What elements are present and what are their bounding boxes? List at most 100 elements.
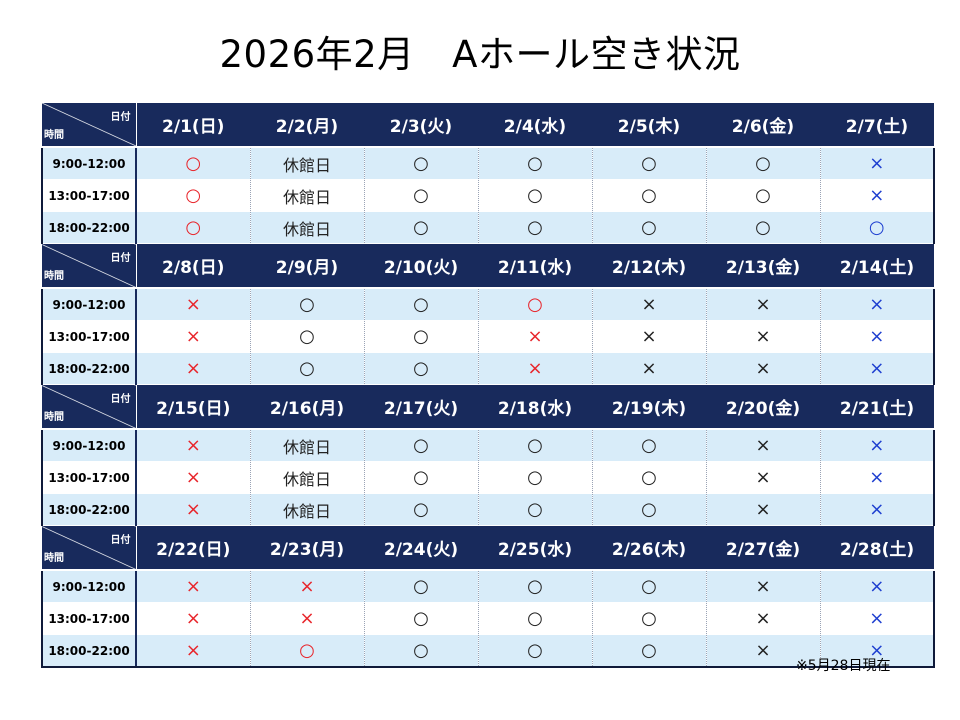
unavailable-cell: × xyxy=(592,288,707,321)
time-slot-label: 13:00-17:00 xyxy=(41,602,137,635)
unavailable-cell: × xyxy=(820,429,935,462)
available-cell: ○ xyxy=(592,570,707,603)
available-cell: ○ xyxy=(592,461,707,494)
unavailable-cell: × xyxy=(820,320,935,353)
available-cell: ○ xyxy=(592,429,707,462)
available-cell: ○ xyxy=(592,493,707,526)
time-slot-row: 18:00-22:00 × ○ ○ × × × × xyxy=(41,352,935,385)
unavailable-cell: × xyxy=(820,288,935,321)
date-header: 2/5(木) xyxy=(592,103,706,148)
time-slot-row: 13:00-17:00 × ○ ○ × × × × xyxy=(41,320,935,353)
available-cell: ○ xyxy=(706,211,821,244)
available-cell: ○ xyxy=(364,211,479,244)
time-slot-label: 9:00-12:00 xyxy=(41,570,137,603)
time-slot-label: 18:00-22:00 xyxy=(41,634,137,668)
unavailable-cell: × xyxy=(592,320,707,353)
time-slot-row: 9:00-12:00 × × ○ ○ ○ × × xyxy=(41,570,935,603)
time-slot-row: 18:00-22:00 × ○ ○ ○ ○ × × xyxy=(41,634,935,668)
date-header: 2/8(日) xyxy=(136,243,250,289)
unavailable-cell: × xyxy=(820,634,935,668)
corner-header: 日付 時間 xyxy=(42,384,137,430)
unavailable-cell: × xyxy=(592,352,707,385)
corner-header: 日付時間 xyxy=(42,243,137,289)
unavailable-cell: × xyxy=(820,179,935,212)
available-cell: ○ xyxy=(364,147,479,180)
closed-day-cell: 休館日 xyxy=(250,461,365,494)
date-header: 2/9(月) xyxy=(250,243,364,289)
unavailable-cell: × xyxy=(136,570,251,603)
date-header: 2/22(日) xyxy=(136,525,250,571)
time-axis-label: 時間 xyxy=(44,271,64,282)
unavailable-cell: × xyxy=(136,288,251,321)
date-header: 2/28(土) xyxy=(820,525,934,571)
time-slot-row: 9:00-12:00 × 休館日 ○ ○ ○ × × xyxy=(41,429,935,462)
available-cell: ○ xyxy=(364,602,479,635)
week-header-row: 日付 時間 2/8(日) 2/9(月) 2/10(火) 2/11(水) 2/12(木) 2/1… xyxy=(42,243,934,289)
closed-day-cell: 休館日 xyxy=(250,147,365,180)
time-slot-label: 9:00-12:00 xyxy=(41,147,137,180)
closed-day-cell: 休館日 xyxy=(250,429,365,462)
available-cell: ○ xyxy=(364,320,479,353)
corner-header: 日付時間 xyxy=(42,525,137,571)
unavailable-cell: × xyxy=(820,461,935,494)
time-slot-label: 18:00-22:00 xyxy=(41,352,137,385)
unavailable-cell: × xyxy=(820,602,935,635)
available-cell: ○ xyxy=(364,179,479,212)
available-cell: ○ xyxy=(136,211,251,244)
available-cell: ○ xyxy=(706,147,821,180)
date-axis-label: 日付 xyxy=(110,253,131,264)
time-slot-row: 9:00-12:00 ○ 休館日 ○ ○ ○ ○ × xyxy=(41,147,935,180)
unavailable-cell: × xyxy=(136,429,251,462)
available-cell: ○ xyxy=(250,634,365,668)
time-slot-label: 13:00-17:00 xyxy=(41,320,137,353)
available-cell: ○ xyxy=(478,493,593,526)
date-header: 2/4(水) xyxy=(478,103,592,148)
week-header-row: 日付 時間 2/1(日) 2/2(月) 2/3(火) 2/4(水) 2/5(木) 2/6(金)… xyxy=(42,103,934,148)
unavailable-cell: × xyxy=(706,288,821,321)
unavailable-cell: × xyxy=(706,570,821,603)
time-axis-label: 時間 xyxy=(44,553,64,564)
availability-table: 日付 時間 2/1(日) 2/2(月) 2/3(火) 2/4(水) 2/5(木) 2/6(金)… xyxy=(41,103,935,668)
unavailable-cell: × xyxy=(706,429,821,462)
available-cell: ○ xyxy=(592,147,707,180)
date-axis-label: 日付 xyxy=(110,535,131,546)
time-slot-label: 9:00-12:00 xyxy=(41,429,137,462)
unavailable-cell: × xyxy=(136,352,251,385)
date-header: 2/6(金) xyxy=(706,103,820,148)
date-header: 2/15(日) xyxy=(136,384,250,430)
date-header: 2/7(土) xyxy=(820,103,934,148)
time-slot-label: 13:00-17:00 xyxy=(41,461,137,494)
date-header: 2/20(金) xyxy=(706,384,820,430)
unavailable-cell: × xyxy=(706,461,821,494)
unavailable-cell: × xyxy=(820,570,935,603)
date-header: 2/19(木) xyxy=(592,384,706,430)
available-cell: ○ xyxy=(478,461,593,494)
available-cell: ○ xyxy=(364,288,479,321)
unavailable-cell: × xyxy=(136,461,251,494)
date-header: 2/27(金) xyxy=(706,525,820,571)
available-cell: ○ xyxy=(706,179,821,212)
unavailable-cell: × xyxy=(136,493,251,526)
available-cell: ○ xyxy=(136,179,251,212)
unavailable-cell: × xyxy=(706,493,821,526)
available-cell: ○ xyxy=(592,179,707,212)
available-cell: ○ xyxy=(478,288,593,321)
available-cell: ○ xyxy=(478,634,593,668)
unavailable-cell: × xyxy=(136,602,251,635)
time-slot-row: 18:00-22:00 × 休館日 ○ ○ ○ × × xyxy=(41,493,935,526)
available-cell: ○ xyxy=(478,602,593,635)
available-cell: ○ xyxy=(592,602,707,635)
unavailable-cell: × xyxy=(136,320,251,353)
date-header: 2/26(木) xyxy=(592,525,706,571)
available-cell: ○ xyxy=(364,493,479,526)
time-slot-row: 13:00-17:00 × × ○ ○ ○ × × xyxy=(41,602,935,635)
week-header-row: 日付 時間 2/15(日) 2/16(月) 2/17(火) 2/18(水) 2/19(木) 2… xyxy=(42,384,934,430)
date-header: 2/11(水) xyxy=(478,243,592,289)
date-axis-label: 日付 xyxy=(110,112,131,123)
date-header: 2/10(火) xyxy=(364,243,478,289)
available-cell: ○ xyxy=(364,634,479,668)
date-header: 2/16(月) xyxy=(250,384,364,430)
as-of-note: ※5月28日現在 xyxy=(796,658,891,674)
date-header: 2/12(木) xyxy=(592,243,706,289)
available-cell: ○ xyxy=(478,147,593,180)
